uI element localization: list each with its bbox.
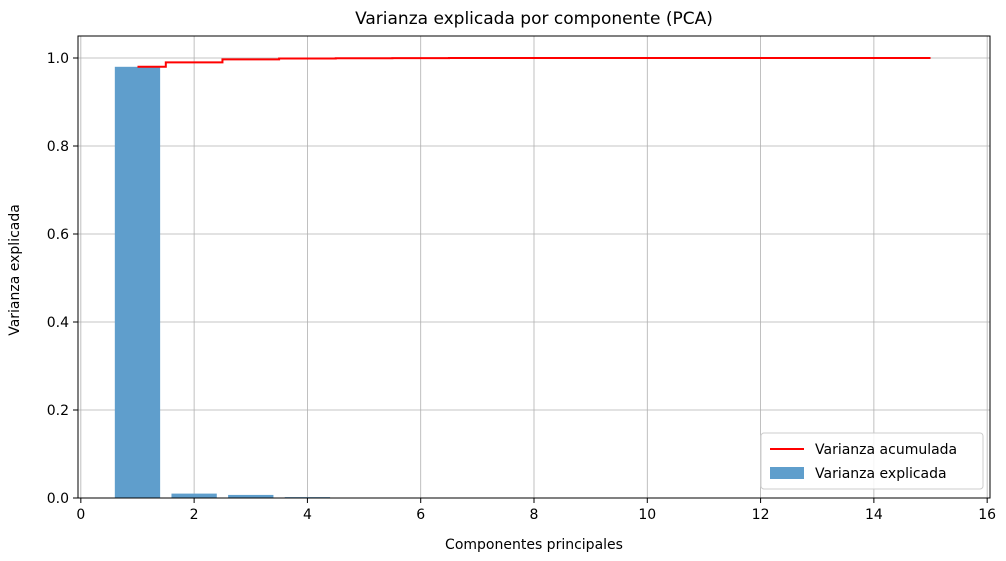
chart-title: Varianza explicada por componente (PCA) bbox=[355, 9, 713, 29]
y-tick-label: 1.0 bbox=[47, 51, 69, 67]
x-tick-label: 10 bbox=[638, 507, 656, 523]
y-tick-label: 0.4 bbox=[47, 315, 69, 331]
y-tick-label: 0.2 bbox=[47, 403, 69, 419]
y-tick-label: 0.6 bbox=[47, 227, 69, 243]
x-tick-label: 14 bbox=[865, 507, 883, 523]
y-tick-label: 0.0 bbox=[47, 491, 69, 507]
legend-bar-swatch bbox=[770, 467, 804, 479]
y-axis-ticks: 0.0 0.2 0.4 0.6 0.8 1.0 bbox=[47, 51, 78, 507]
y-tick-label: 0.8 bbox=[47, 139, 69, 155]
legend-label-explained: Varianza explicada bbox=[815, 466, 947, 482]
x-tick-label: 6 bbox=[416, 507, 425, 523]
x-tick-label: 16 bbox=[978, 507, 996, 523]
x-axis-ticks: 0 2 4 6 8 10 12 14 16 bbox=[76, 498, 996, 523]
x-tick-label: 4 bbox=[303, 507, 312, 523]
x-tick-label: 12 bbox=[752, 507, 770, 523]
legend: Varianza acumulada Varianza explicada bbox=[761, 433, 983, 489]
x-tick-label: 8 bbox=[530, 507, 539, 523]
legend-label-cumulative: Varianza acumulada bbox=[815, 442, 957, 458]
y-axis-label: Varianza explicada bbox=[7, 204, 23, 336]
bar bbox=[115, 67, 160, 498]
grid-lines bbox=[78, 36, 990, 498]
x-axis-label: Componentes principales bbox=[445, 537, 623, 553]
bar bbox=[171, 494, 216, 498]
x-tick-label: 2 bbox=[190, 507, 199, 523]
x-tick-label: 0 bbox=[76, 507, 85, 523]
